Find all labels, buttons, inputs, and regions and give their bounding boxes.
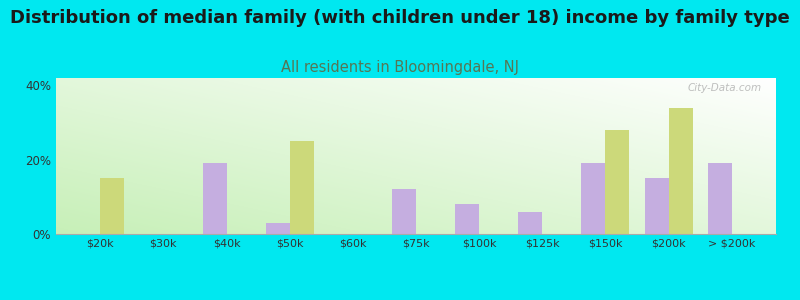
Bar (645, 178, 669, 234)
Bar (266, 223, 290, 234)
Bar (582, 164, 606, 234)
Text: City-Data.com: City-Data.com (687, 83, 762, 93)
Bar (606, 130, 630, 234)
Bar (392, 189, 416, 234)
Bar (518, 212, 542, 234)
Bar (455, 204, 479, 234)
Bar (100, 178, 124, 234)
Text: All residents in Bloomingdale, NJ: All residents in Bloomingdale, NJ (281, 60, 519, 75)
Bar (290, 141, 314, 234)
Text: Distribution of median family (with children under 18) income by family type: Distribution of median family (with chil… (10, 9, 790, 27)
Legend: Married couple, Female, no husband: Married couple, Female, no husband (262, 299, 570, 300)
Bar (708, 164, 732, 234)
Bar (669, 108, 693, 234)
Bar (202, 164, 226, 234)
